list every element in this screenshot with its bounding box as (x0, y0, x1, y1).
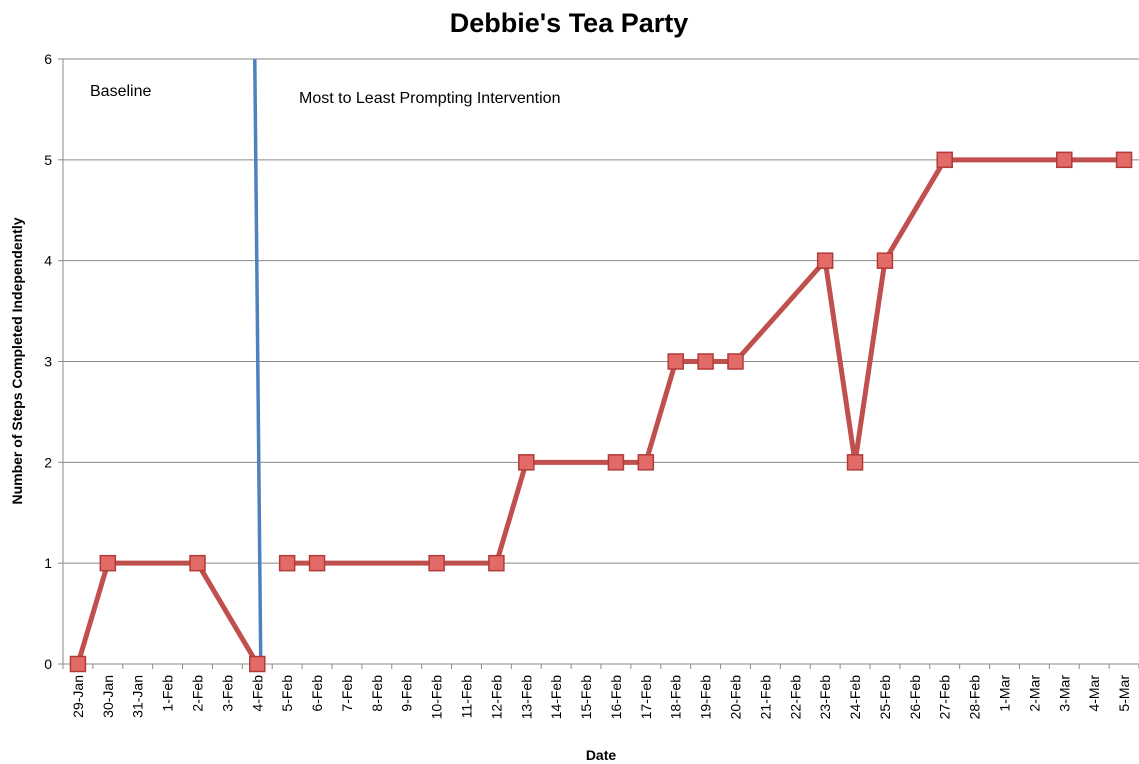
data-point-marker (607, 454, 625, 471)
x-tick-label: 22-Feb (787, 675, 803, 720)
data-point-marker (99, 554, 117, 572)
x-tick-label: 2-Mar (1026, 675, 1042, 712)
data-point-marker (876, 252, 894, 269)
x-tick-label: 5-Feb (279, 675, 295, 712)
x-tick-label: 24-Feb (847, 675, 863, 720)
x-tick-label: 4-Feb (249, 675, 265, 712)
x-tick-label: 16-Feb (608, 675, 624, 720)
x-tick-label: 31-Jan (130, 675, 146, 718)
phase-change (253, 58, 263, 665)
x-tick-label: 8-Feb (369, 675, 385, 712)
y-tick-label: 2 (44, 454, 52, 470)
x-tick-label: 18-Feb (668, 675, 684, 720)
y-tick-label: 4 (44, 253, 52, 269)
x-tick-label: 21-Feb (757, 675, 773, 720)
y-tick-label: 3 (44, 354, 52, 370)
x-axis-title: Date (586, 747, 617, 763)
data-point-marker (518, 454, 535, 471)
y-tick-label: 0 (44, 656, 52, 672)
x-tick-label: 11-Feb (459, 675, 475, 719)
data-point-marker (936, 151, 953, 169)
y-tick-label: 6 (44, 51, 52, 67)
x-tick-label: 19-Feb (698, 675, 714, 720)
x-tick-label: 4-Mar (1086, 675, 1102, 712)
x-tick-label: 7-Feb (339, 675, 355, 712)
data-series (69, 151, 1133, 673)
data-point-marker (816, 252, 834, 269)
x-tick-label: 26-Feb (907, 675, 923, 720)
data-point-marker (488, 554, 505, 572)
series-line (75, 560, 260, 667)
y-tick-label: 5 (44, 152, 52, 168)
chart-title: Debbie's Tea Party (450, 8, 689, 38)
y-tick-label: 1 (44, 555, 52, 571)
series-line (284, 157, 1127, 566)
data-point-marker (189, 554, 206, 572)
data-point-marker (1056, 151, 1073, 169)
x-tick-label: 27-Feb (937, 675, 953, 720)
data-point-marker (1115, 151, 1133, 169)
y-axis-title: Number of Steps Completed Independently (9, 217, 25, 504)
x-tick-label: 29-Jan (70, 675, 86, 718)
phase-change-line (253, 58, 263, 665)
x-tick-label: 10-Feb (429, 675, 445, 720)
x-tick-label: 1-Feb (160, 675, 176, 712)
x-axis-ticks: 29-Jan 30-Jan 31-Jan 1-Feb 2-Feb 3-Feb 4-Feb 5-… (62, 664, 1139, 720)
gridlines (62, 58, 1139, 665)
x-tick-label: 2-Feb (190, 675, 206, 712)
phase-label-intervention: Most to Least Prompting Intervention (299, 90, 560, 107)
data-point-marker (278, 554, 296, 572)
x-tick-label: 30-Jan (100, 675, 116, 718)
x-tick-label: 25-Feb (877, 675, 893, 720)
data-point-marker (308, 554, 326, 572)
data-point-marker (727, 353, 744, 370)
data-point-marker (69, 655, 87, 673)
x-tick-label: 1-Mar (997, 675, 1013, 712)
x-tick-label: 5-Mar (1116, 675, 1132, 712)
x-tick-label: 6-Feb (309, 675, 325, 712)
x-tick-label: 20-Feb (728, 675, 744, 720)
x-tick-label: 3-Feb (219, 675, 235, 712)
x-tick-label: 17-Feb (638, 675, 654, 720)
y-axis-ticks: 0 1 2 3 4 5 6 (44, 51, 63, 672)
x-tick-label: 28-Feb (967, 675, 983, 720)
x-tick-label: 12-Feb (488, 675, 504, 720)
data-point-marker (846, 454, 864, 471)
x-tick-label: 14-Feb (548, 675, 564, 720)
x-tick-label: 13-Feb (518, 675, 534, 720)
data-point-marker (637, 454, 655, 471)
x-tick-label: 23-Feb (817, 675, 833, 720)
data-point-marker (249, 655, 266, 673)
x-tick-label: 9-Feb (399, 675, 415, 712)
data-point-marker (667, 353, 684, 370)
x-tick-label: 15-Feb (578, 675, 594, 720)
data-point-marker (428, 554, 445, 572)
data-point-marker (697, 353, 714, 370)
phase-label-baseline: Baseline (90, 83, 151, 100)
x-tick-label: 3-Mar (1056, 675, 1072, 712)
